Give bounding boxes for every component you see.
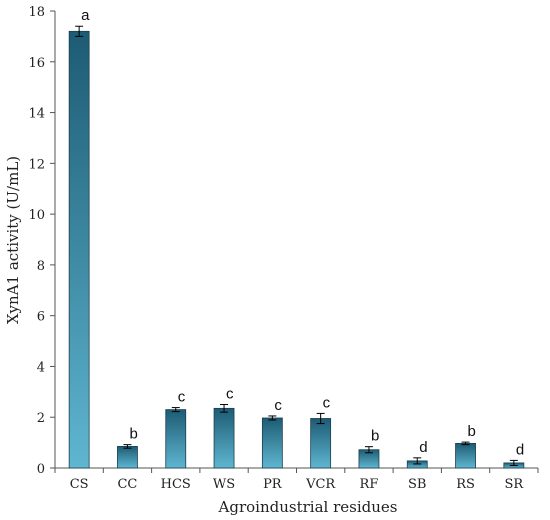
y-tick-label: 10 (28, 208, 45, 223)
significance-label: b (468, 423, 476, 440)
significance-label: b (371, 428, 379, 445)
y-tick-label: 2 (37, 411, 45, 426)
x-tick-label: RF (360, 477, 379, 492)
x-tick-label: SR (504, 477, 524, 492)
significance-label: b (129, 426, 137, 443)
y-tick-label: 8 (37, 259, 45, 274)
significance-label: a (81, 7, 90, 24)
x-tick-label: HCS (161, 477, 191, 492)
x-tick-label: RS (456, 477, 475, 492)
y-tick-label: 12 (28, 157, 45, 172)
bar-cs (68, 30, 90, 469)
significance-label: c (178, 389, 186, 406)
bar-cc (117, 446, 138, 469)
y-tick-label: 16 (28, 56, 45, 71)
x-tick-label: CS (70, 477, 89, 492)
significance-label: d (419, 439, 427, 456)
bar-rs (455, 442, 476, 469)
bar-ws (213, 407, 235, 469)
y-axis-title: XynA1 activity (U/mL) (4, 156, 22, 324)
x-tick-label: VCR (305, 477, 336, 492)
y-tick-label: 6 (37, 310, 45, 325)
bar-hcs (165, 409, 187, 469)
y-tick-label: 4 (37, 360, 45, 375)
x-tick-label: CC (117, 477, 137, 492)
y-tick-label: 0 (37, 462, 45, 477)
significance-label: d (516, 441, 524, 458)
y-tick-label: 14 (28, 107, 45, 122)
x-tick-label: SB (408, 477, 426, 492)
y-tick-label: 18 (28, 5, 45, 20)
bar-vcr (310, 418, 332, 469)
bar-pr (261, 417, 283, 469)
x-tick-label: WS (213, 477, 235, 492)
plot-area: 0 2 4 6 8 10 12 14 16 18 a CS b CC c HCS c WS c PR c VCR b RF d S… (28, 5, 539, 492)
significance-label: c (226, 386, 234, 403)
significance-label: c (274, 397, 282, 414)
significance-label: c (323, 394, 331, 411)
x-axis-title: Agroindustrial residues (218, 498, 398, 516)
x-tick-label: PR (263, 477, 283, 492)
